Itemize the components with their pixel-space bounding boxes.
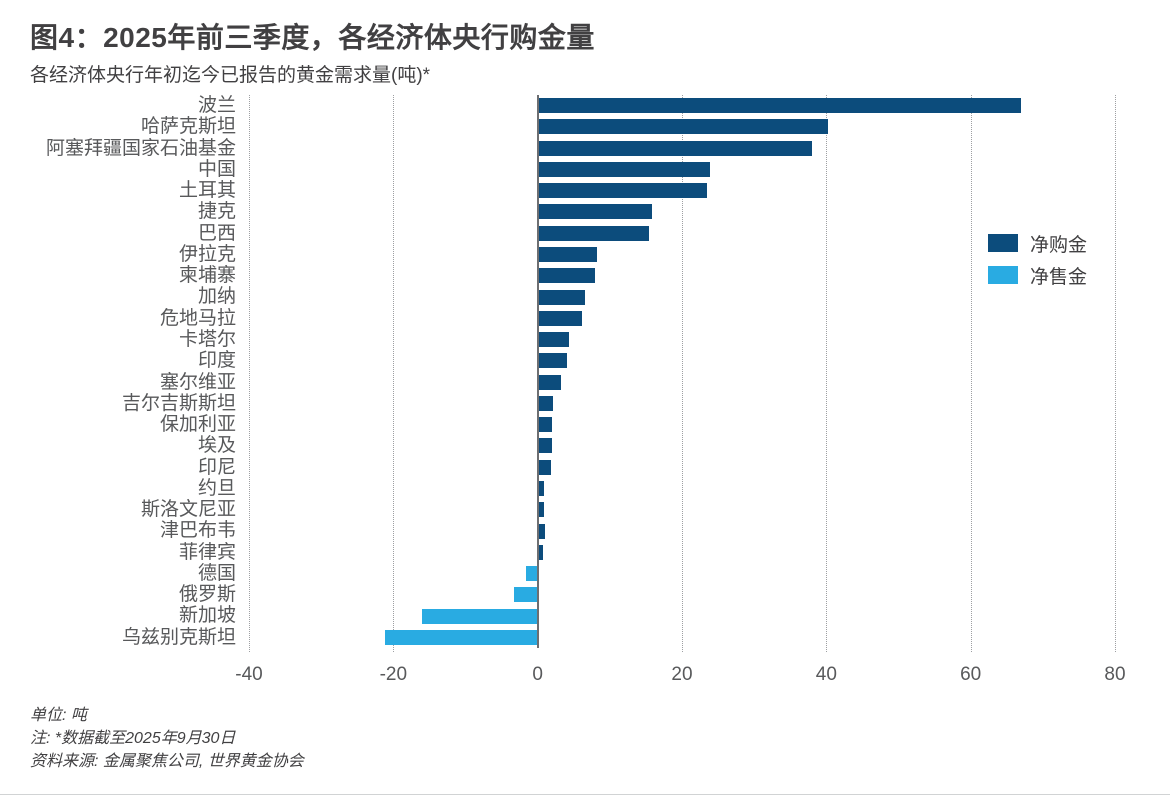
- category-label: 乌兹别克斯坦: [121, 626, 236, 648]
- chart-subtitle: 各经济体央行年初迄今已报告的黄金需求量(吨)*: [30, 65, 431, 86]
- net-sales-swatch: [988, 266, 1018, 284]
- bar-net-purchase: [537, 183, 708, 199]
- chart-footnotes: 单位: 吨 注: *数据截至2025年9月30日 资料来源: 金属聚焦公司, 世…: [30, 704, 304, 773]
- bar-net-sale: [526, 566, 538, 582]
- bar-net-purchase: [537, 523, 545, 539]
- zero-axis-line: [536, 95, 539, 648]
- gridline-80: [1115, 95, 1116, 652]
- bar-net-purchase: [537, 247, 597, 263]
- bar-net-sale: [422, 608, 538, 624]
- category-label: 保加利亚: [159, 414, 236, 436]
- x-tick-60: 60: [960, 664, 982, 685]
- legend-item-net-sales: 净售金: [988, 266, 1087, 288]
- category-label: 卡塔尔: [178, 328, 236, 350]
- category-label-column: 波兰 哈萨克斯坦 阿塞拜疆国家石油基金 中国 土耳其 捷克 巴西 伊拉克 柬埔寨 加纳 危地马拉 卡塔…: [0, 95, 236, 648]
- category-label: 新加坡: [178, 605, 236, 627]
- bar-net-purchase: [537, 225, 649, 241]
- category-label: 斯洛文尼亚: [140, 499, 236, 521]
- bar-net-purchase: [537, 140, 812, 156]
- category-label: 加纳: [197, 286, 236, 308]
- bar-net-purchase: [537, 310, 583, 326]
- category-label: 印度: [197, 350, 236, 372]
- category-label: 危地马拉: [159, 307, 236, 329]
- bar-net-purchase: [537, 459, 551, 475]
- category-label: 中国: [197, 158, 236, 180]
- category-label: 俄罗斯: [178, 584, 236, 606]
- category-label: 菲律宾: [178, 541, 236, 563]
- bar-net-purchase: [537, 480, 545, 496]
- x-tick-80: 80: [1104, 664, 1126, 685]
- bar-net-purchase: [537, 395, 553, 411]
- category-label: 哈萨克斯坦: [140, 116, 236, 138]
- category-label: 约旦: [197, 477, 236, 499]
- x-tick--40: -40: [235, 664, 263, 685]
- net-sales-label: 净售金: [1030, 266, 1088, 288]
- gridline-60: [970, 95, 972, 652]
- net-purchases-swatch: [988, 234, 1018, 252]
- category-label: 塞尔维亚: [159, 371, 236, 393]
- x-tick-40: 40: [815, 664, 837, 685]
- bar-net-purchase: [537, 332, 570, 348]
- footnote-source: 资料来源: 金属聚焦公司, 世界黄金协会: [30, 753, 304, 770]
- x-tick--20: -20: [379, 664, 408, 685]
- category-label: 印尼: [197, 456, 236, 478]
- x-axis-tick-labels: -40 -20 0 20 40 60 80: [235, 664, 1125, 686]
- bar-net-sale: [384, 629, 538, 645]
- bar-net-purchase: [537, 417, 553, 433]
- plot-area: [249, 95, 1116, 652]
- category-label: 津巴布韦: [159, 520, 236, 542]
- category-label: 埃及: [197, 435, 236, 457]
- bottom-divider: [0, 794, 1170, 795]
- x-tick-0: 0: [532, 664, 543, 685]
- gridline-40: [826, 95, 828, 652]
- chart-title: 图4：2025年前三季度，各经济体央行购金量: [30, 22, 595, 53]
- category-label: 吉尔吉斯斯坦: [121, 392, 236, 414]
- gridline-20: [682, 95, 683, 652]
- legend: 净购金 净售金: [988, 234, 1087, 298]
- legend-item-net-purchases: 净购金: [988, 234, 1087, 256]
- category-label: 巴西: [197, 222, 236, 244]
- bar-net-purchase: [537, 544, 543, 560]
- bar-net-purchase: [537, 438, 553, 454]
- category-label: 波兰: [197, 95, 236, 116]
- bar-net-purchase: [537, 374, 561, 390]
- category-label: 捷克: [197, 201, 236, 223]
- category-label: 伊拉克: [178, 243, 236, 265]
- bar-net-purchase: [537, 268, 596, 284]
- bar-net-purchase: [537, 289, 585, 305]
- category-label: 德国: [197, 562, 236, 584]
- bar-net-purchase: [537, 502, 545, 518]
- bar-net-purchase: [537, 98, 1022, 114]
- gridline--40: [249, 95, 250, 652]
- category-label: 阿塞拜疆国家石油基金: [45, 137, 236, 159]
- x-tick-20: 20: [671, 664, 693, 685]
- bar-net-sale: [513, 587, 538, 603]
- bar-net-purchase: [537, 204, 652, 220]
- bar-net-purchase: [537, 119, 829, 135]
- category-label: 土耳其: [178, 180, 236, 202]
- gridline--20: [393, 95, 395, 652]
- bar-net-purchase: [537, 161, 711, 177]
- bar-net-purchase: [537, 353, 567, 369]
- net-purchases-label: 净购金: [1030, 234, 1088, 256]
- footnote-note: 注: *数据截至2025年9月30日: [30, 730, 236, 747]
- category-label: 柬埔寨: [178, 265, 236, 287]
- footnote-unit: 单位: 吨: [30, 707, 87, 724]
